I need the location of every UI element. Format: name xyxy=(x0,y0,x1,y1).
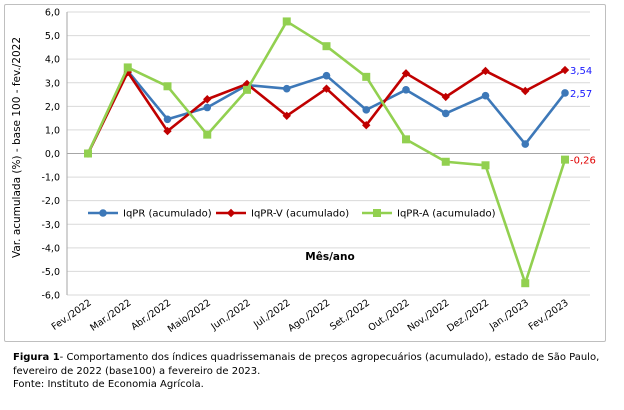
data-point xyxy=(242,79,252,89)
data-point xyxy=(203,95,212,104)
data-point xyxy=(322,42,331,51)
y-tick-label: 6,0 xyxy=(45,8,60,19)
data-point xyxy=(561,89,569,97)
data-point xyxy=(282,84,291,93)
data-point xyxy=(322,71,331,80)
x-tick-label: Dez./2022 xyxy=(445,297,491,334)
y-tick-label: 5,0 xyxy=(45,31,60,42)
line-chart: 6,0 5,0 4,0 3,0 2,0 1,0 0,0 -1,0 -2,0 -3,0 -4,0 -5,… xyxy=(11,8,596,336)
x-tick-label: Jun./2022 xyxy=(209,297,253,333)
data-label: 3,54 xyxy=(570,66,592,77)
data-point xyxy=(282,17,291,26)
data-point xyxy=(362,72,371,81)
data-point xyxy=(560,65,570,75)
x-tick-label: Nov./2022 xyxy=(406,297,452,334)
y-tick-label: 1,0 xyxy=(45,125,60,136)
data-point xyxy=(203,103,212,112)
data-point xyxy=(226,208,236,218)
y-tick-label: -3,0 xyxy=(41,220,60,231)
y-tick-label: 0,0 xyxy=(45,149,60,160)
data-point xyxy=(402,135,410,144)
x-tick-label: Ago./2022 xyxy=(286,297,332,334)
data-point xyxy=(521,279,530,288)
data-point xyxy=(123,63,132,72)
data-point xyxy=(99,209,107,217)
data-point xyxy=(402,86,410,94)
data-label: 2,57 xyxy=(570,89,592,100)
y-tick-label: -1,0 xyxy=(41,173,60,184)
data-point xyxy=(373,209,381,217)
figure-caption: Figura 1- Comportamento dos índices quad… xyxy=(13,351,613,392)
data-point xyxy=(441,109,450,118)
data-point xyxy=(163,115,172,124)
chart-frame xyxy=(4,4,606,342)
data-point xyxy=(481,66,490,76)
data-point xyxy=(521,140,530,148)
data-point xyxy=(521,86,530,96)
series-line xyxy=(86,20,567,285)
data-point xyxy=(481,161,490,170)
data-label: -0,26 xyxy=(570,156,596,167)
legend-label: IqPR-A (acumulado) xyxy=(397,209,496,220)
y-tick-label: -4,0 xyxy=(41,243,60,254)
y-tick-label: 2,0 xyxy=(45,102,60,113)
data-point xyxy=(362,121,371,130)
caption-source: Fonte: Instituto de Economia Agrícola. xyxy=(13,379,204,390)
data-point xyxy=(243,85,251,94)
x-tick-label: Mar./2022 xyxy=(88,297,133,333)
data-point xyxy=(163,82,172,91)
x-tick-label: Maio/2022 xyxy=(166,297,213,335)
legend-label: IqPR (acumulado) xyxy=(123,209,212,220)
data-point xyxy=(203,130,212,139)
y-tick-label: 3,0 xyxy=(45,78,60,89)
data-point xyxy=(163,126,172,136)
data-point xyxy=(401,69,411,78)
x-tick-label: Jan./2023 xyxy=(487,297,531,332)
caption-label: Figura 1 xyxy=(13,352,60,363)
data-point xyxy=(282,111,291,120)
x-tick-label: Fev./2023 xyxy=(527,297,571,332)
data-point xyxy=(84,149,92,158)
x-tick-label: Out./2022 xyxy=(366,297,411,333)
y-tick-label: 4,0 xyxy=(45,55,60,66)
y-tick-label: -5,0 xyxy=(41,267,60,278)
x-tick-label: Set./2022 xyxy=(328,297,372,332)
x-tick-label: Fev./2022 xyxy=(50,297,94,332)
y-tick-label: -6,0 xyxy=(41,291,60,302)
caption-line: Figura 1- Comportamento dos índices quad… xyxy=(13,351,613,378)
data-point xyxy=(322,84,331,93)
data-point xyxy=(362,106,371,114)
data-point xyxy=(441,157,450,166)
caption-text: - Comportamento dos índices quadrisseman… xyxy=(13,352,600,377)
data-point xyxy=(561,155,569,164)
y-tick-label: -2,0 xyxy=(41,196,60,207)
legend-label: IqPR-V (acumulado) xyxy=(251,209,349,220)
x-axis-title: Mês/ano xyxy=(305,251,354,263)
data-point xyxy=(441,92,450,102)
data-point xyxy=(481,91,490,100)
y-axis-title: Var. acumulada (%) - base 100 - fev./202… xyxy=(11,37,23,258)
